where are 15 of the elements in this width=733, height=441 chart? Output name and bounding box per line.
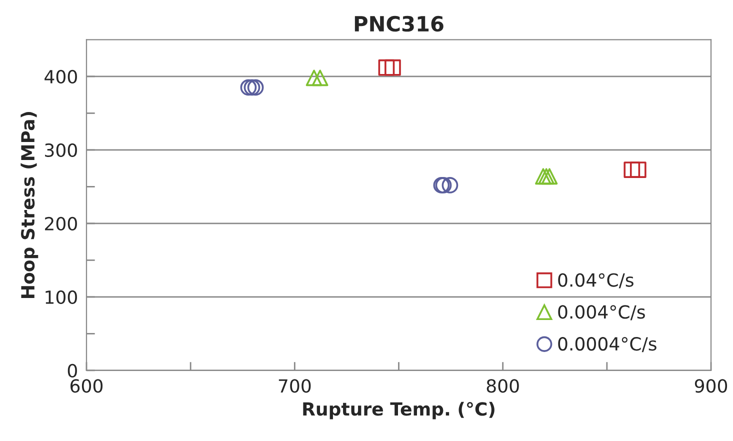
- y-tick-label: 300: [45, 143, 77, 158]
- x-tick-label: 700: [278, 379, 311, 393]
- x-axis-title: Rupture Temp. (°C): [303, 402, 494, 420]
- x-tick-label: 800: [486, 379, 519, 393]
- x-tick-label: 900: [694, 379, 728, 393]
- legend-label: 0.04°C/s: [558, 273, 634, 288]
- y-tick-label: 400: [44, 70, 77, 84]
- chart-title: PNC316: [354, 16, 444, 32]
- x-tick-label: 600: [70, 379, 103, 393]
- legend-label: 0.0004°C/s: [558, 337, 656, 352]
- legend-label: 0.004°C/s: [558, 305, 645, 320]
- y-tick-label: 200: [45, 216, 77, 231]
- y-tick-label: 0: [68, 364, 77, 378]
- y-axis-title: Hoop Stress (MPa): [20, 112, 38, 298]
- y-tick-label: 100: [46, 290, 77, 304]
